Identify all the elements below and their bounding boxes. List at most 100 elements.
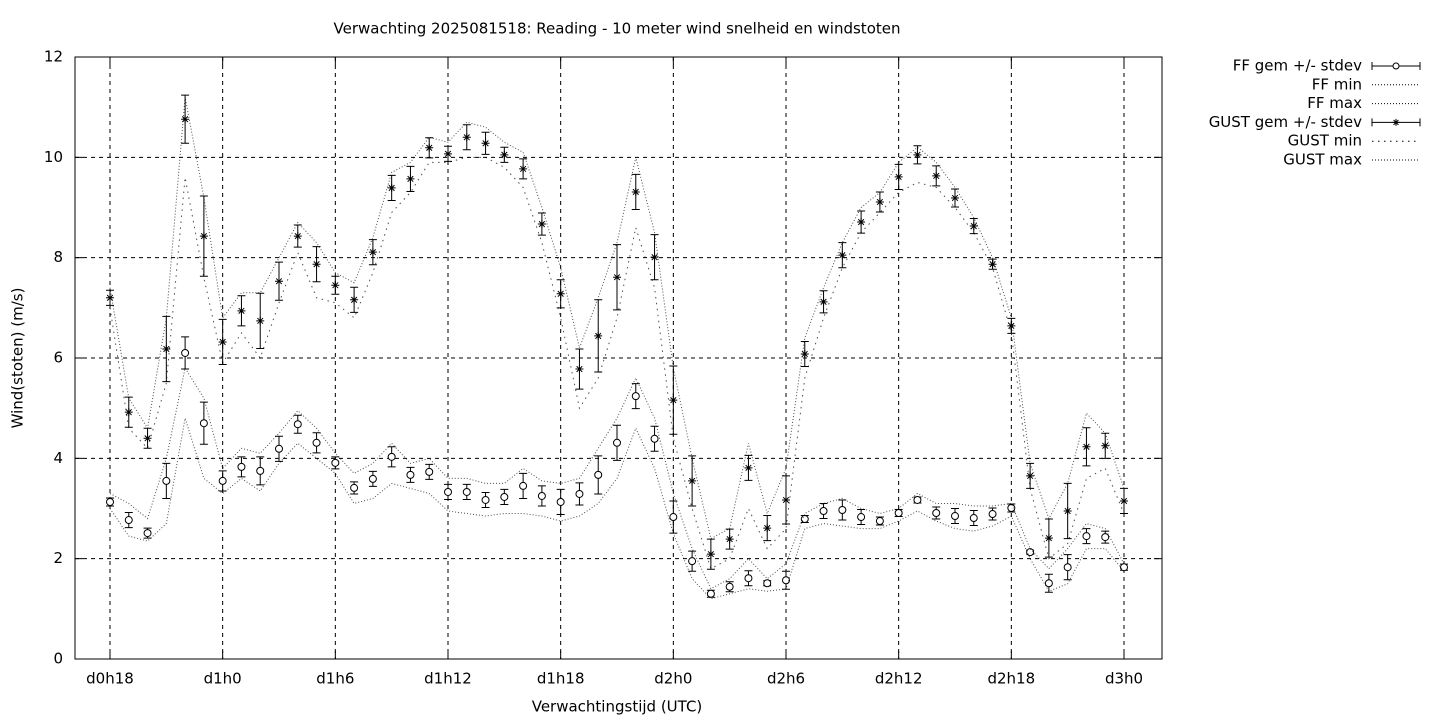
y-tick-label: 0 [53, 650, 63, 668]
point [218, 476, 227, 485]
point [406, 174, 415, 183]
point [1007, 503, 1016, 512]
point [932, 171, 941, 180]
point [857, 513, 866, 522]
point [782, 576, 790, 585]
point [838, 506, 847, 515]
legend-label: FF min [1312, 75, 1362, 93]
point [293, 232, 302, 241]
point [556, 289, 565, 298]
point [669, 513, 678, 522]
point [143, 434, 152, 443]
point [1044, 579, 1053, 588]
point [293, 420, 302, 429]
point [462, 133, 471, 142]
point [594, 470, 603, 479]
point [894, 509, 903, 518]
point [256, 316, 265, 325]
point [1007, 321, 1016, 330]
y-tick-label: 6 [53, 349, 63, 367]
legend-label: FF gem +/- stdev [1233, 57, 1362, 75]
point [237, 462, 246, 471]
point [988, 260, 997, 269]
point [763, 524, 772, 533]
y-tick-label: 12 [44, 48, 63, 66]
point [988, 510, 997, 519]
legend-swatch [1392, 62, 1400, 70]
point [969, 514, 978, 523]
series-line [109, 156, 1125, 570]
y-tick-label: 4 [53, 449, 63, 467]
point [481, 139, 490, 148]
point [800, 349, 809, 358]
point [744, 574, 753, 583]
point [1063, 507, 1072, 516]
point [1101, 441, 1110, 450]
point [969, 222, 978, 231]
point [706, 550, 715, 559]
y-tick-label: 10 [44, 148, 63, 166]
point [256, 466, 265, 475]
point [519, 164, 528, 173]
point [669, 396, 678, 405]
point [425, 143, 434, 152]
point [613, 273, 621, 282]
point [688, 557, 697, 566]
point [744, 463, 753, 472]
legend-swatch [1392, 118, 1400, 126]
point [725, 582, 734, 591]
point [575, 365, 584, 374]
point [162, 344, 171, 353]
point [237, 306, 246, 315]
point [481, 495, 490, 504]
point [199, 419, 208, 428]
x-tick-label: d1h0 [204, 670, 242, 688]
point [1082, 442, 1091, 451]
legend-swatch [1371, 118, 1421, 127]
point [406, 470, 415, 479]
legend-swatch [1371, 62, 1421, 70]
point [162, 476, 171, 485]
point [350, 295, 359, 304]
x-tick-label: d0h18 [86, 670, 134, 688]
point [631, 392, 640, 401]
point [688, 476, 697, 485]
legend-label: GUST max [1283, 151, 1362, 169]
point [368, 248, 377, 257]
point [800, 515, 809, 524]
point [425, 467, 434, 476]
point [1044, 534, 1053, 543]
point [312, 260, 321, 269]
point [1120, 563, 1128, 572]
point [894, 172, 903, 181]
legend-label: FF max [1307, 94, 1362, 112]
point [181, 348, 190, 357]
point [875, 517, 884, 526]
point [500, 492, 509, 501]
point [951, 193, 959, 202]
point [1026, 471, 1035, 480]
x-axis-label: Verwachtingstijd (UTC) [532, 698, 703, 716]
y-axis-label: Wind(stoten) (m/s) [9, 288, 27, 429]
point [913, 495, 922, 504]
point [951, 512, 959, 521]
point [1120, 496, 1128, 505]
point [106, 497, 114, 506]
point [312, 438, 321, 447]
point [556, 497, 565, 506]
point [519, 481, 528, 490]
series-line [109, 418, 1125, 600]
x-tick-label: d1h18 [537, 670, 585, 688]
point [275, 444, 283, 453]
point [819, 507, 828, 516]
point [650, 253, 659, 262]
point [782, 495, 790, 504]
x-tick-label: d2h18 [987, 670, 1035, 688]
point [462, 487, 471, 496]
point [1101, 533, 1110, 542]
point [838, 251, 847, 260]
point [857, 218, 866, 227]
